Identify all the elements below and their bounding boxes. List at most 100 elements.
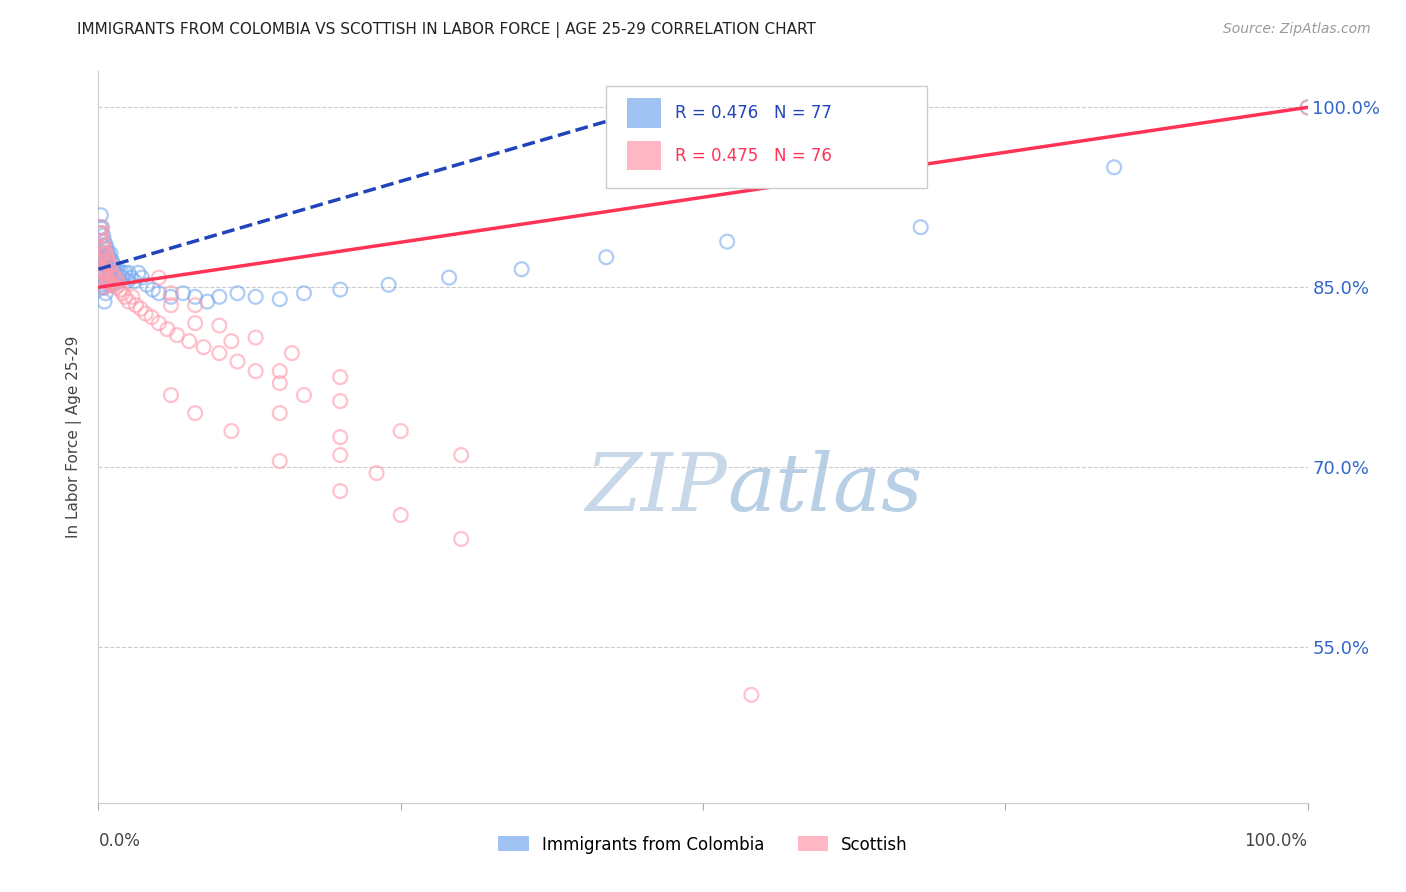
Point: [104, 266, 127, 280]
Point: [89, 244, 111, 259]
Bar: [627, 141, 661, 170]
Point: [160, 286, 183, 301]
Point: [98, 266, 121, 280]
Point: [195, 294, 218, 309]
Point: [120, 270, 142, 285]
Point: [329, 483, 352, 498]
Point: [93, 294, 115, 309]
Point: [1296, 100, 1319, 114]
Point: [93, 250, 115, 264]
Point: [94, 246, 117, 260]
Point: [114, 290, 136, 304]
Point: [107, 274, 129, 288]
Point: [89, 220, 111, 235]
Point: [141, 310, 163, 325]
Point: [91, 226, 114, 240]
Point: [103, 277, 125, 292]
Text: 0.0%: 0.0%: [98, 832, 141, 850]
Point: [389, 508, 412, 522]
Point: [91, 238, 114, 252]
Point: [172, 286, 194, 301]
Point: [105, 280, 128, 294]
Point: [595, 250, 617, 264]
Text: IMMIGRANTS FROM COLOMBIA VS SCOTTISH IN LABOR FORCE | AGE 25-29 CORRELATION CHAR: IMMIGRANTS FROM COLOMBIA VS SCOTTISH IN …: [77, 22, 817, 38]
Text: ZIP: ZIP: [585, 450, 727, 527]
Legend: Immigrants from Colombia, Scottish: Immigrants from Colombia, Scottish: [492, 829, 914, 860]
Point: [94, 266, 117, 280]
Point: [98, 277, 121, 291]
Point: [93, 280, 115, 294]
Point: [131, 270, 153, 285]
Text: atlas: atlas: [727, 450, 922, 527]
Point: [111, 270, 134, 285]
Point: [90, 262, 112, 277]
Point: [90, 268, 112, 283]
Point: [148, 270, 170, 285]
Point: [184, 290, 207, 304]
Point: [100, 277, 122, 292]
Point: [91, 220, 114, 235]
Point: [91, 250, 114, 264]
Point: [160, 290, 183, 304]
FancyBboxPatch shape: [606, 86, 927, 188]
Point: [90, 226, 112, 240]
Point: [166, 328, 188, 343]
Point: [96, 242, 118, 256]
Point: [148, 316, 170, 330]
Point: [101, 274, 124, 288]
Point: [1102, 161, 1125, 175]
Point: [104, 270, 127, 285]
Point: [437, 270, 460, 285]
Point: [226, 354, 249, 368]
Point: [221, 334, 243, 348]
Point: [94, 253, 117, 268]
Point: [245, 330, 267, 344]
Point: [135, 307, 157, 321]
Point: [510, 262, 533, 277]
Point: [179, 334, 201, 348]
Point: [329, 283, 352, 297]
Point: [91, 262, 114, 277]
Point: [114, 266, 136, 280]
Point: [329, 430, 352, 444]
Point: [148, 286, 170, 301]
Point: [91, 266, 114, 280]
Point: [142, 283, 165, 297]
Point: [208, 318, 231, 333]
Bar: [627, 98, 661, 128]
Point: [108, 268, 131, 283]
Point: [97, 274, 120, 288]
Point: [94, 238, 117, 252]
Point: [91, 256, 114, 270]
Point: [740, 688, 762, 702]
Point: [281, 346, 304, 360]
Point: [101, 270, 124, 285]
Point: [100, 277, 122, 292]
Point: [90, 208, 112, 222]
Point: [245, 290, 267, 304]
Point: [329, 370, 352, 384]
Point: [97, 246, 120, 260]
Point: [156, 322, 179, 336]
Point: [292, 286, 315, 301]
Point: [377, 277, 399, 292]
Point: [108, 283, 131, 297]
Point: [91, 274, 114, 288]
Point: [1296, 100, 1319, 114]
Point: [93, 266, 115, 280]
Point: [91, 280, 114, 294]
Text: Source: ZipAtlas.com: Source: ZipAtlas.com: [1223, 22, 1371, 37]
Point: [91, 246, 114, 260]
Point: [94, 286, 117, 301]
Point: [125, 298, 148, 312]
Point: [389, 424, 412, 438]
Point: [208, 290, 231, 304]
Point: [269, 376, 291, 391]
Point: [107, 262, 129, 277]
Point: [91, 266, 114, 280]
Point: [90, 220, 112, 235]
Point: [97, 253, 120, 268]
Point: [100, 253, 122, 268]
Point: [160, 388, 183, 402]
Point: [100, 270, 122, 285]
